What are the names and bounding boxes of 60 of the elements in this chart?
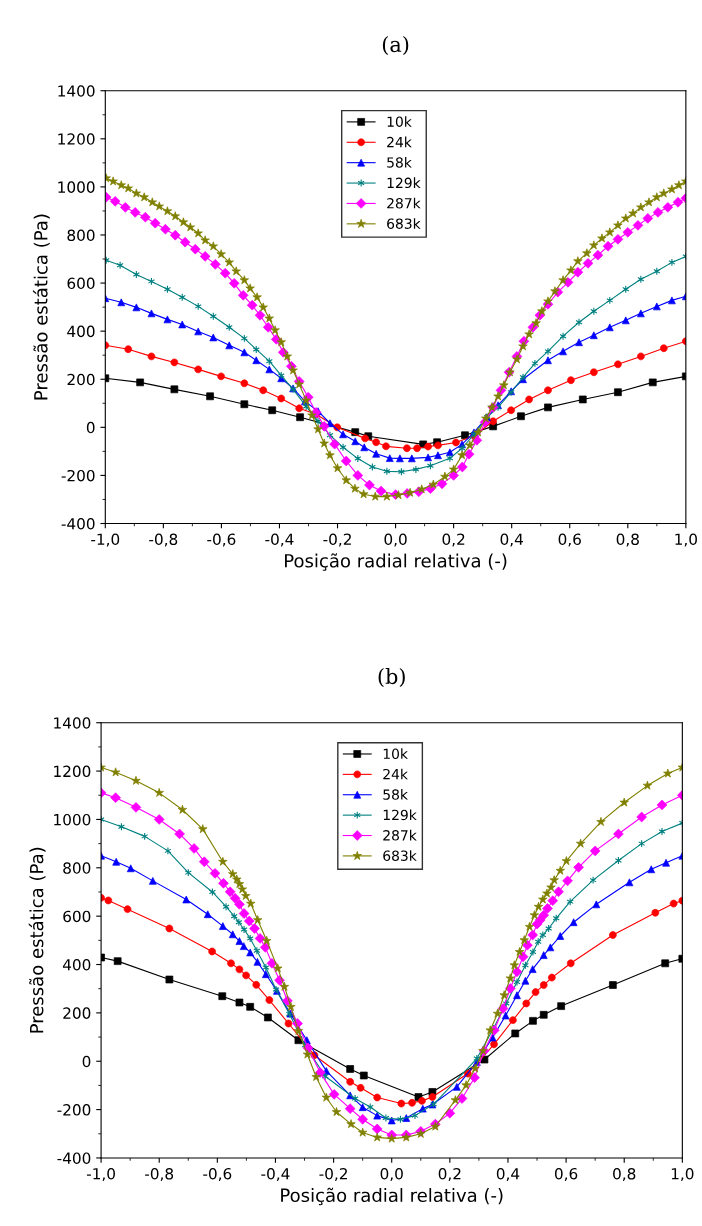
legend-label: 129k [383, 809, 417, 821]
y-axis-title: Pressão estática (Pa) [32, 214, 50, 400]
legend-label: 287k [387, 197, 421, 209]
legend-label: 10k [383, 748, 408, 760]
x-tick-label: -1,0 [86, 1167, 115, 1182]
y-tick-label: 1400 [54, 717, 91, 729]
y-tick-label: 400 [67, 325, 95, 338]
x-tick-label: 0,2 [438, 1167, 461, 1182]
x-tick-label: -0,6 [203, 1167, 232, 1182]
x-tick-label: 0,0 [384, 533, 407, 547]
y-tick-label: -200 [57, 1104, 91, 1116]
legend-label: 58k [383, 789, 408, 800]
y-tick-label: 1000 [54, 813, 91, 826]
x-axis-title: Posição radial relativa (-) [281, 1187, 503, 1206]
x-tick-label: -0,8 [149, 533, 178, 547]
y-tick-label: 800 [63, 862, 91, 874]
y-tick-label: 800 [67, 229, 95, 241]
x-tick-label: -0,6 [207, 533, 236, 547]
x-tick-label: -0,4 [265, 533, 294, 547]
y-tick-label: 600 [63, 910, 91, 923]
x-tick-label: 0,4 [500, 533, 523, 547]
x-tick-label: -1,0 [91, 533, 120, 547]
x-axis-title: Posição radial relativa (-) [285, 553, 507, 571]
legend-label: 683k [387, 218, 421, 229]
y-axis-title: Pressão estática (Pa) [28, 847, 46, 1033]
x-tick-label: 0,6 [558, 533, 581, 547]
x-tick-label: -0,2 [319, 1167, 347, 1182]
legend-label: 58k [387, 156, 412, 168]
y-tick-label: -400 [57, 1152, 91, 1164]
y-tick-label: 1000 [58, 181, 95, 193]
legend-label: 10k [387, 116, 412, 127]
x-tick-label: 0,2 [442, 533, 465, 547]
chart-title: (a) [382, 36, 409, 56]
x-tick-label: -0,2 [323, 533, 351, 547]
y-tick-label: 0 [86, 421, 95, 434]
x-tick-label: 0,6 [554, 1167, 578, 1182]
y-tick-label: 200 [67, 373, 95, 386]
x-tick-label: 0,8 [616, 533, 639, 547]
legend-label: 683k [383, 850, 417, 861]
y-tick-label: 200 [63, 1007, 91, 1019]
y-tick-label: 1400 [58, 85, 95, 97]
y-tick-label: 400 [62, 958, 91, 971]
legend-label: 129k [387, 177, 421, 189]
y-tick-label: 1200 [54, 765, 91, 778]
x-tick-label: -0,4 [261, 1167, 290, 1182]
y-tick-label: 0 [82, 1055, 91, 1068]
y-tick-label: -200 [61, 469, 95, 482]
x-tick-label: 0,4 [496, 1167, 520, 1182]
legend-label: 24k [387, 136, 412, 148]
x-tick-label: 0,8 [613, 1167, 636, 1182]
x-tick-label: 1,0 [675, 533, 697, 547]
x-tick-label: 0,0 [380, 1167, 403, 1182]
legend-label: 24k [383, 768, 408, 780]
x-tick-label: 1,0 [671, 1167, 694, 1182]
legend-label: 287k [383, 829, 417, 841]
y-tick-label: 1200 [58, 133, 95, 145]
y-tick-label: 600 [67, 277, 95, 290]
chart-title: (b) [378, 668, 405, 688]
y-tick-label: -400 [61, 517, 95, 530]
x-tick-label: -0,8 [145, 1167, 174, 1182]
